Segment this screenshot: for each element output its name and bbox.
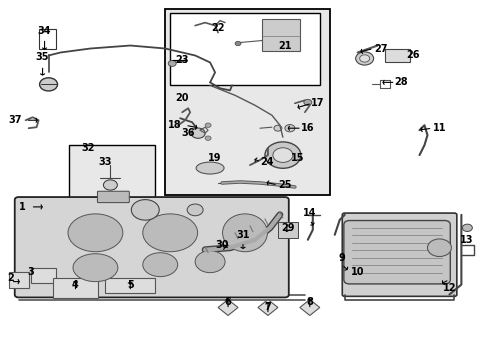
- Ellipse shape: [142, 214, 197, 252]
- Text: 27: 27: [373, 44, 386, 54]
- Text: 9: 9: [338, 253, 345, 263]
- Bar: [52, 278, 98, 298]
- Text: 20: 20: [175, 93, 188, 103]
- Text: 33: 33: [99, 157, 112, 167]
- Bar: [384, 49, 408, 62]
- Bar: [9, 272, 29, 288]
- Text: 36: 36: [181, 128, 195, 138]
- Text: 8: 8: [306, 297, 313, 306]
- Text: 26: 26: [405, 50, 418, 60]
- Text: 6: 6: [224, 297, 231, 306]
- Polygon shape: [218, 300, 238, 315]
- Ellipse shape: [195, 251, 224, 273]
- Bar: [105, 278, 155, 293]
- Circle shape: [355, 52, 373, 65]
- Circle shape: [40, 78, 58, 91]
- FancyBboxPatch shape: [342, 213, 456, 296]
- Text: 21: 21: [278, 41, 291, 50]
- Text: 19: 19: [208, 153, 222, 163]
- Text: 23: 23: [175, 55, 188, 66]
- Polygon shape: [299, 300, 319, 315]
- Circle shape: [272, 148, 292, 162]
- Text: 24: 24: [260, 157, 273, 167]
- Bar: [262, 19, 299, 50]
- Ellipse shape: [73, 254, 118, 282]
- Polygon shape: [258, 300, 277, 315]
- Bar: [165, 9, 329, 195]
- Text: 25: 25: [278, 180, 291, 190]
- Text: 32: 32: [81, 143, 95, 153]
- Text: 35: 35: [36, 53, 49, 63]
- Text: 34: 34: [38, 26, 51, 36]
- Text: 5: 5: [127, 280, 133, 289]
- Circle shape: [303, 99, 311, 105]
- Text: 16: 16: [301, 123, 314, 133]
- Circle shape: [462, 224, 471, 231]
- Ellipse shape: [222, 214, 267, 252]
- FancyBboxPatch shape: [343, 221, 449, 284]
- FancyBboxPatch shape: [15, 197, 288, 297]
- Text: 37: 37: [8, 115, 21, 125]
- Text: 29: 29: [281, 223, 294, 233]
- Text: 7: 7: [264, 302, 271, 311]
- Bar: [31, 268, 56, 283]
- Text: 3: 3: [27, 267, 34, 276]
- Ellipse shape: [142, 253, 177, 276]
- Text: 22: 22: [211, 23, 224, 33]
- Text: 30: 30: [215, 240, 228, 250]
- Text: 15: 15: [290, 153, 304, 163]
- Text: 11: 11: [432, 123, 445, 133]
- Text: 10: 10: [350, 267, 364, 276]
- Circle shape: [103, 180, 117, 190]
- Circle shape: [359, 55, 369, 62]
- Circle shape: [168, 60, 176, 66]
- Bar: [68, 145, 155, 205]
- Bar: [170, 13, 319, 85]
- Text: 28: 28: [394, 77, 407, 87]
- Circle shape: [204, 136, 211, 140]
- Text: 17: 17: [310, 98, 324, 108]
- Circle shape: [187, 204, 203, 216]
- Text: 14: 14: [303, 208, 316, 218]
- Bar: [347, 265, 374, 280]
- Circle shape: [273, 125, 281, 131]
- Text: 1: 1: [19, 202, 26, 212]
- Circle shape: [427, 239, 450, 257]
- Ellipse shape: [196, 162, 224, 174]
- FancyBboxPatch shape: [97, 191, 129, 203]
- Text: 31: 31: [236, 230, 249, 240]
- Circle shape: [285, 125, 294, 132]
- Circle shape: [235, 41, 241, 46]
- Bar: [277, 222, 297, 238]
- Text: 13: 13: [459, 235, 472, 245]
- Text: 2: 2: [7, 273, 14, 283]
- Text: 18: 18: [168, 120, 182, 130]
- Text: 4: 4: [72, 280, 79, 289]
- Text: 12: 12: [442, 283, 455, 293]
- Circle shape: [264, 142, 300, 168]
- Circle shape: [131, 199, 159, 220]
- Circle shape: [191, 128, 204, 138]
- Circle shape: [204, 123, 211, 127]
- Ellipse shape: [68, 214, 122, 252]
- Bar: [39, 28, 56, 49]
